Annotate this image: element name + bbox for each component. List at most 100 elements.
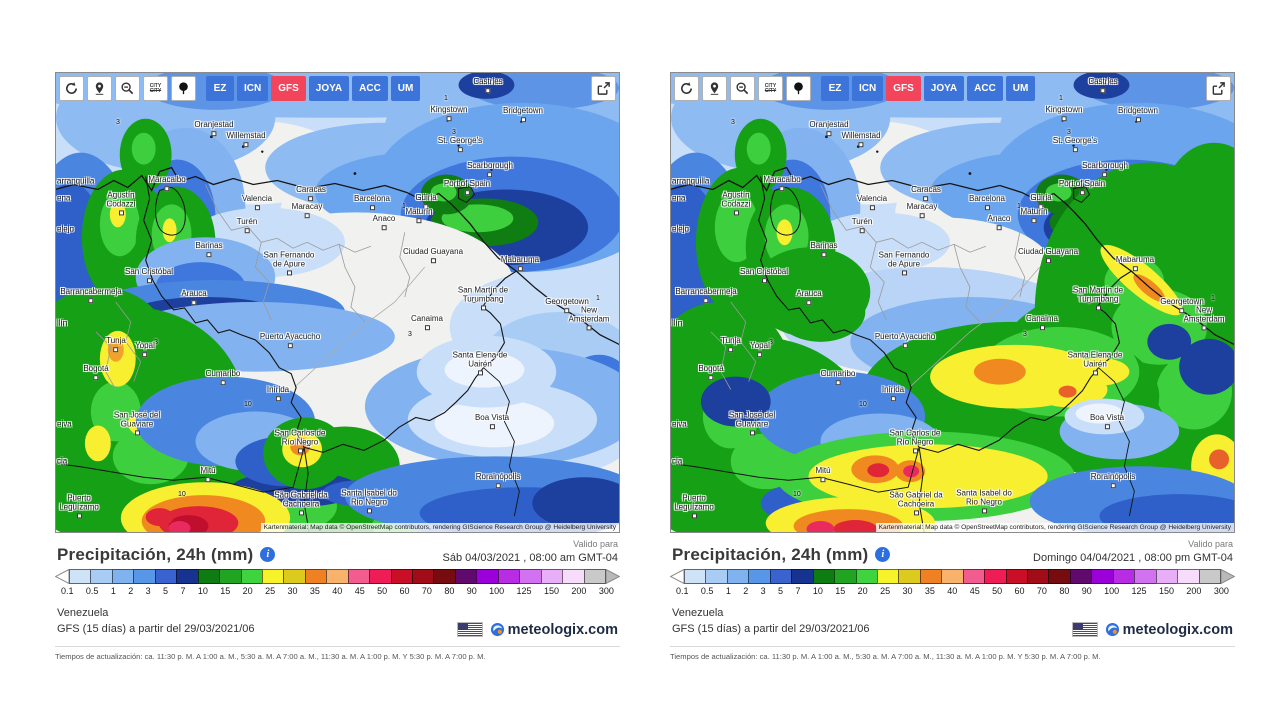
brand-logo[interactable]: meteologix.com: [490, 622, 618, 638]
zoom-out-button[interactable]: [115, 76, 140, 101]
model-button-ez[interactable]: EZ: [206, 76, 234, 101]
city-name: São Gabriel da Cachoeira: [889, 490, 943, 509]
city-name: Tunja: [106, 336, 126, 346]
model-button-joya[interactable]: JOYA: [308, 76, 350, 101]
legend-color-segment: [197, 568, 220, 584]
city-labels-toggle-button[interactable]: CITY CITY: [143, 76, 168, 101]
city-label: Scarborough: [1082, 161, 1128, 177]
city-name: Rorainópolis: [475, 472, 521, 482]
city-label: Port of Spain: [1059, 179, 1105, 195]
model-button-ez[interactable]: EZ: [821, 76, 849, 101]
marker-toggle-button[interactable]: [786, 76, 811, 101]
city-marker: [254, 205, 260, 210]
export-icon: [1212, 82, 1225, 95]
location-pin-icon: [710, 82, 719, 95]
model-button-icn[interactable]: ICN: [237, 76, 269, 101]
contour-value-label: 1: [1087, 298, 1091, 305]
legend-tick: 35: [924, 585, 935, 596]
weather-map[interactable]: CITY CITY EZ ICN GFS JOYA ACC UM Castries King…: [670, 72, 1235, 533]
city-label: Canaima: [1026, 314, 1058, 330]
legend-color-segment: [1091, 568, 1113, 584]
refresh-button[interactable]: [59, 76, 84, 101]
legend-tick: 0.1: [676, 585, 689, 596]
legend-color-segment: [433, 568, 455, 584]
marker-toggle-icon: [794, 82, 803, 95]
legend-color-segment: [176, 568, 198, 584]
update-times: Tiempos de actualización: ca. 11:30 p. M…: [670, 645, 1235, 661]
edge-city-label: cia: [672, 456, 683, 466]
legend-tick: 45: [969, 585, 980, 596]
model-button-acc[interactable]: ACC: [967, 76, 1003, 101]
model-run-label: GFS (15 días) a partir del 29/03/2021/06: [57, 623, 255, 636]
city-marker: [164, 186, 170, 191]
legend-tick: 80: [1059, 585, 1070, 596]
city-name: Castries: [473, 77, 503, 87]
location-button[interactable]: [702, 76, 727, 101]
city-marker: [901, 270, 907, 275]
city-label: Barrancabermeja: [60, 287, 122, 303]
contour-value-label: 10: [793, 491, 801, 498]
model-button-gfs[interactable]: GFS: [886, 76, 921, 101]
map-toolbar: CITY CITY EZ ICN GFS JOYA ACC UM: [674, 76, 1036, 101]
city-marker: [1031, 218, 1037, 223]
city-marker: [859, 228, 865, 233]
model-button-gfs[interactable]: GFS: [271, 76, 306, 101]
export-button[interactable]: [1206, 76, 1231, 101]
city-marker: [564, 308, 570, 313]
city-marker: [489, 424, 495, 429]
city-labels-toggle-icon: CITY CITY: [764, 82, 777, 94]
model-button-icn[interactable]: ICN: [852, 76, 884, 101]
legend-overflow-arrow: [605, 568, 620, 584]
city-name: Mabaruma: [500, 255, 540, 265]
legend-tick: 300: [598, 585, 614, 596]
city-label: Valencia: [242, 194, 272, 210]
model-button-joya[interactable]: JOYA: [923, 76, 965, 101]
city-label: San Carlos de Río Negro: [888, 429, 942, 453]
legend-color-segment: [812, 568, 835, 584]
legend-tick: 20: [857, 585, 868, 596]
location-button[interactable]: [87, 76, 112, 101]
city-name: Georgetown: [1160, 297, 1204, 307]
city-labels-toggle-button[interactable]: CITY CITY: [758, 76, 783, 101]
map-borders: [56, 91, 619, 532]
city-label: Barrancabermeja: [675, 287, 737, 303]
legend-colorbar: [55, 568, 620, 584]
contour-value-label: 1: [402, 203, 406, 210]
legend-color-segment: [154, 568, 177, 584]
marker-toggle-button[interactable]: [171, 76, 196, 101]
city-name: Arauca: [181, 289, 207, 299]
city-name: Turén: [236, 217, 258, 227]
city-marker: [495, 483, 501, 488]
model-button-um[interactable]: UM: [1005, 76, 1036, 101]
legend-color-segment: [834, 568, 856, 584]
weather-map[interactable]: CITY CITY EZ ICN GFS JOYA ACC UM Castries King…: [55, 72, 620, 533]
export-button[interactable]: [591, 76, 616, 101]
info-icon[interactable]: i: [260, 547, 276, 563]
city-marker: [779, 186, 785, 191]
brand-logo[interactable]: meteologix.com: [1105, 622, 1233, 638]
city-marker: [146, 278, 152, 283]
city-label: Puerto Leguízamo: [671, 494, 720, 518]
legend-tick: 5: [778, 585, 784, 596]
edge-city-label: elejo: [672, 224, 689, 234]
city-marker: [517, 266, 523, 271]
info-icon[interactable]: i: [875, 547, 891, 563]
zoom-out-button[interactable]: [730, 76, 755, 101]
city-marker: [142, 352, 148, 357]
legend-tick: 50: [992, 585, 1003, 596]
city-marker: [220, 380, 226, 385]
legend-tick: 30: [902, 585, 913, 596]
city-marker: [369, 205, 375, 210]
city-name: San Carlos de Río Negro: [889, 428, 941, 447]
legend-color-segment: [476, 568, 498, 584]
city-name: San Fernando de Apure: [263, 250, 315, 269]
legend-tick: 0.5: [85, 585, 99, 596]
model-button-um[interactable]: UM: [390, 76, 421, 101]
refresh-button[interactable]: [674, 76, 699, 101]
city-name: Inírida: [881, 385, 905, 395]
legend-tick: 25: [265, 585, 276, 596]
city-marker: [923, 196, 929, 201]
model-button-acc[interactable]: ACC: [352, 76, 388, 101]
legend-color-segment: [984, 568, 1006, 584]
city-name: Rorainópolis: [1090, 472, 1136, 482]
